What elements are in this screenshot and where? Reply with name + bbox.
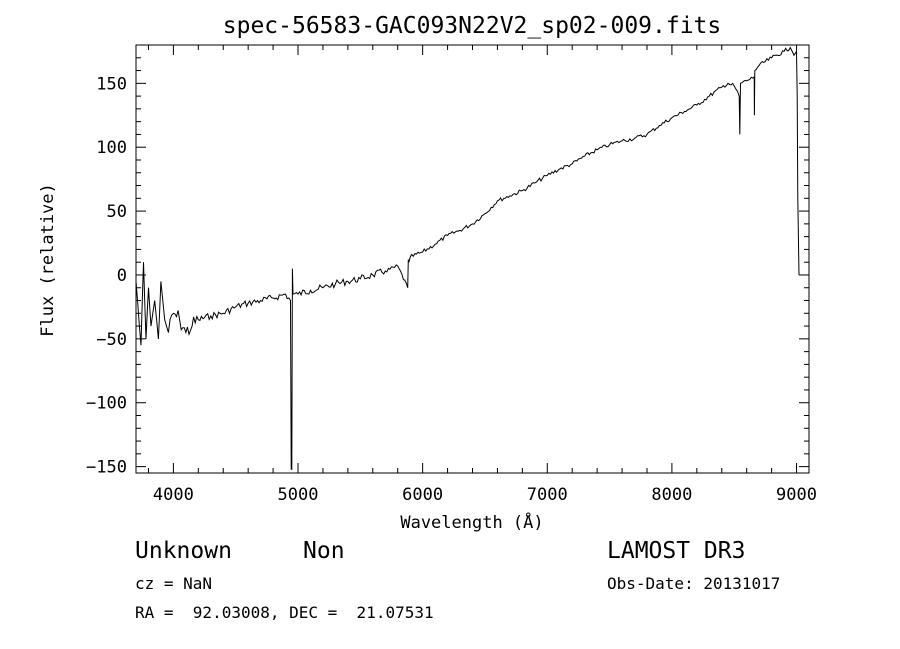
spectrum-line [135,46,800,470]
minor-ticks [136,44,809,473]
redshift-readout: cz = NaN [135,574,213,593]
y-tick-label: −50 [96,330,127,350]
x-tick-label: 7000 [527,485,568,505]
observation-date: Obs-Date: 20131017 [607,574,781,593]
x-tick-labels: 4000 5000 6000 7000 8000 9000 [153,485,817,505]
x-tick-label: 6000 [402,485,443,505]
plot-frame [135,44,810,474]
survey-name: LAMOST DR3 [607,538,746,564]
y-tick-label: 50 [107,202,127,222]
major-ticks [136,45,809,473]
y-tick-labels: −150 −100 −50 0 50 100 150 [86,74,127,477]
object-class: Unknown [135,538,232,564]
series-layer [135,46,800,470]
y-tick-label: −100 [86,394,127,414]
y-tick-label: −150 [86,458,127,478]
object-subclass: Non [303,538,345,564]
x-tick-label: 4000 [153,485,194,505]
x-tick-label: 8000 [651,485,692,505]
x-tick-label: 5000 [278,485,319,505]
y-tick-label: 0 [117,266,127,286]
chart-title: spec-56583-GAC093N22V2_sp02-009.fits [223,13,722,39]
y-axis-label: Flux (relative) [38,183,58,337]
sky-coordinates: RA = 92.03008, DEC = 21.07531 [135,603,434,622]
x-tick-label: 9000 [776,485,817,505]
y-tick-label: 100 [96,138,127,158]
x-axis-label: Wavelength (Å) [400,511,543,533]
y-tick-label: 150 [96,74,127,94]
